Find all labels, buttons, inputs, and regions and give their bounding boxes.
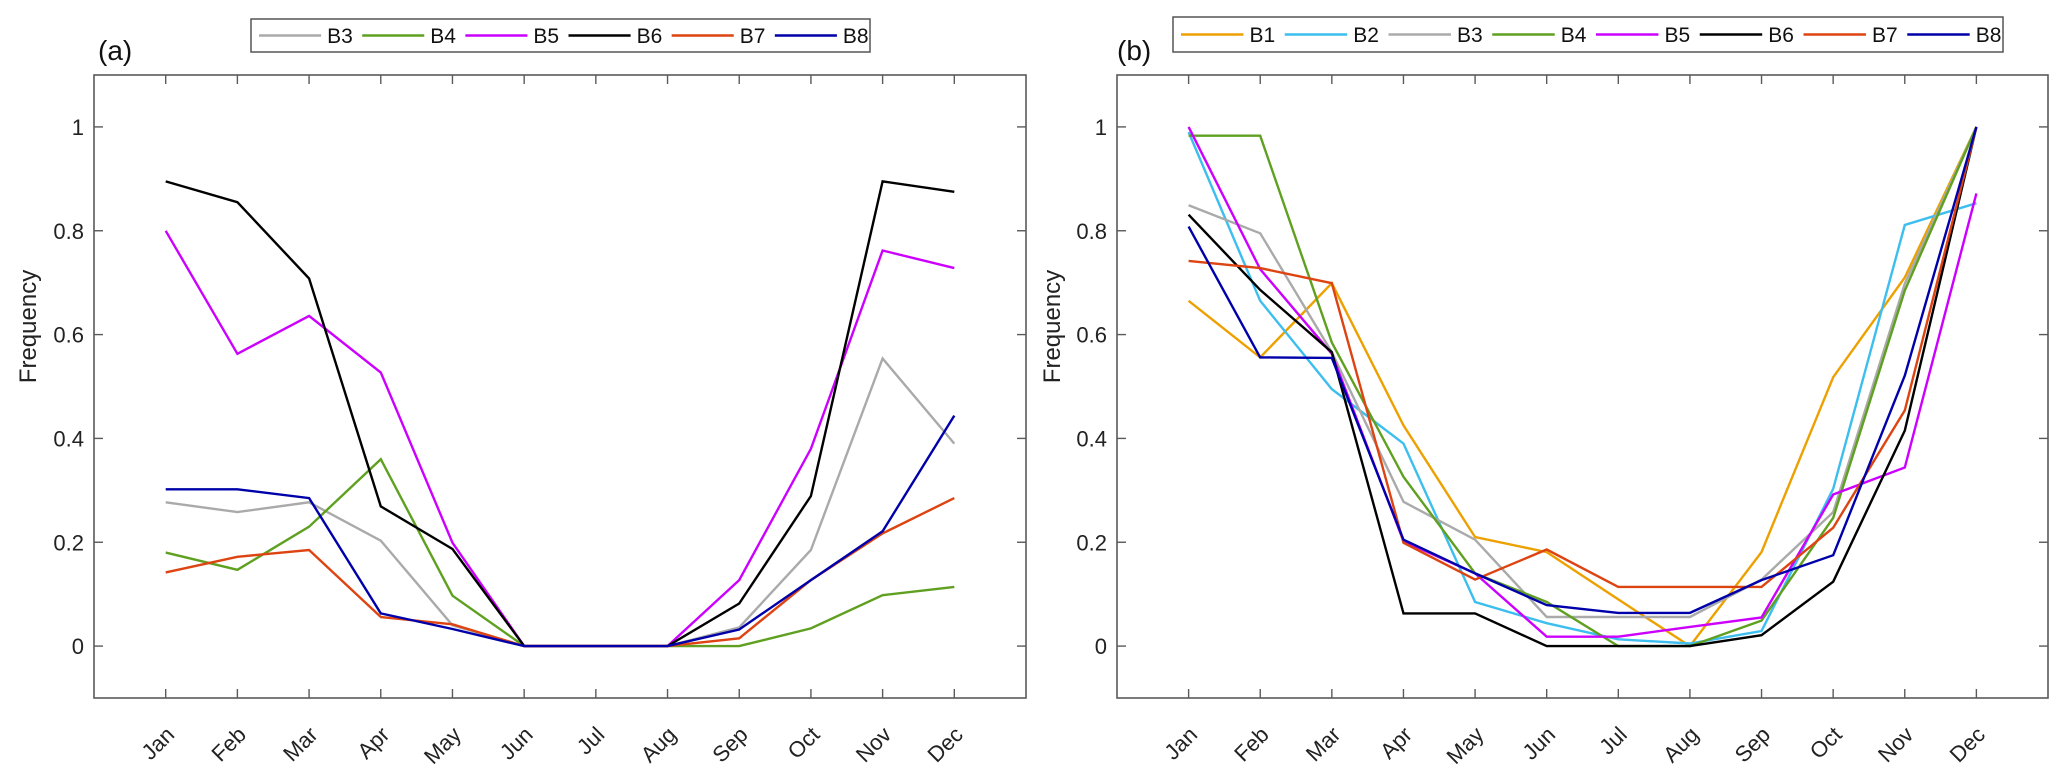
x-tick-label: Jun: [495, 722, 538, 765]
series-line-b5: [164, 230, 955, 648]
x-tick-label: Mar: [278, 722, 322, 766]
legend-label-b5: B5: [533, 25, 559, 48]
series-line-b6: [1187, 126, 1978, 648]
x-tick-label: Jul: [572, 722, 610, 760]
series-line-b3: [165, 356, 956, 648]
y-tick-label: 0: [72, 634, 84, 659]
legend-label-b8: B8: [843, 25, 869, 48]
legend-label-b4: B4: [1561, 24, 1587, 47]
series-line-b2: [1187, 131, 1977, 645]
x-tick-label: Aug: [1658, 722, 1703, 767]
legend-box: [250, 18, 871, 53]
x-tick-label: Sep: [707, 722, 752, 767]
x-tick-label: May: [419, 722, 466, 769]
legend-label-b5: B5: [1664, 24, 1690, 47]
series-line-b7: [1188, 126, 1978, 589]
x-tick-label: Sep: [1730, 722, 1775, 767]
axes-frame: [93, 74, 1027, 699]
panel-label: (b): [1117, 35, 1151, 66]
legend-label-b3: B3: [1457, 24, 1483, 47]
series-line-b5: [1187, 126, 1978, 638]
x-tick-label: Apr: [1375, 722, 1417, 764]
y-tick-label: 0.6: [53, 323, 84, 348]
panel-a: Jan Feb Mar Apr May Jun Jul Aug Sep Oct Nov Dec 0 0.2…: [15, 18, 1027, 769]
y-axis-label: Frequency: [1039, 270, 1066, 383]
legend-label-b6: B6: [1768, 24, 1794, 47]
legend-label-b4: B4: [430, 25, 456, 48]
legend-label-b7: B7: [740, 25, 766, 48]
x-tick-label: Apr: [352, 722, 394, 764]
y-tick-label: 0.6: [1076, 323, 1107, 348]
x-tick-label: Jun: [1517, 722, 1560, 765]
series-line-b1: [1187, 126, 1978, 648]
legend-label-b1: B1: [1249, 24, 1275, 47]
x-tick-label: May: [1442, 722, 1489, 769]
x-tick-label: Dec: [1945, 722, 1990, 767]
y-tick-label: 0.4: [53, 426, 84, 451]
x-tick-label: Aug: [636, 722, 681, 767]
series-line-b8: [1187, 126, 1978, 615]
x-tick-label: Feb: [206, 722, 250, 766]
y-tick-label: 0.8: [1076, 219, 1107, 244]
legend-label-b7: B7: [1872, 24, 1898, 47]
x-tick-label: Feb: [1229, 722, 1273, 766]
y-tick-label: 0: [1095, 634, 1107, 659]
x-tick-label: Mar: [1301, 722, 1345, 766]
panel-label: (a): [98, 35, 132, 66]
series-line-b8: [165, 414, 956, 648]
x-tick-label: Oct: [783, 722, 825, 764]
y-axis-label: Frequency: [15, 270, 42, 383]
y-tick-label: 0.8: [53, 219, 84, 244]
x-tick-label: Nov: [851, 722, 896, 767]
legend-label-b6: B6: [637, 25, 663, 48]
series-line-b7: [165, 497, 955, 648]
y-tick-label: 1: [72, 115, 84, 140]
axes-frame: [1116, 74, 2049, 699]
y-tick-label: 0.2: [1076, 530, 1107, 555]
legend-label-b2: B2: [1353, 24, 1379, 47]
series-line-b3: [1188, 126, 1978, 619]
y-tick-label: 0.4: [1076, 426, 1107, 451]
x-tick-label: Oct: [1805, 722, 1847, 764]
legend: B3 B4 B5 B6 B7 B8: [250, 18, 871, 53]
legend-label-b8: B8: [1976, 24, 2002, 47]
x-tick-label: Nov: [1873, 722, 1918, 767]
legend-label-b3: B3: [327, 25, 353, 48]
series-line-b6: [165, 180, 955, 648]
legend: B1 B2 B3 B4 B5 B6 B7 B8: [1172, 16, 2004, 53]
x-tick-label: Jan: [136, 722, 179, 765]
x-tick-label: Jan: [1159, 722, 1202, 765]
x-tick-label: Jul: [1594, 722, 1632, 760]
panel-b: Jan Feb Mar Apr May Jun Jul Aug Sep Oct Nov Dec 0 0.2…: [1039, 16, 2049, 769]
y-tick-label: 1: [1095, 115, 1107, 140]
series-line-b4: [1188, 126, 1978, 648]
y-tick-label: 0.2: [53, 530, 84, 555]
x-tick-label: Dec: [923, 722, 968, 767]
